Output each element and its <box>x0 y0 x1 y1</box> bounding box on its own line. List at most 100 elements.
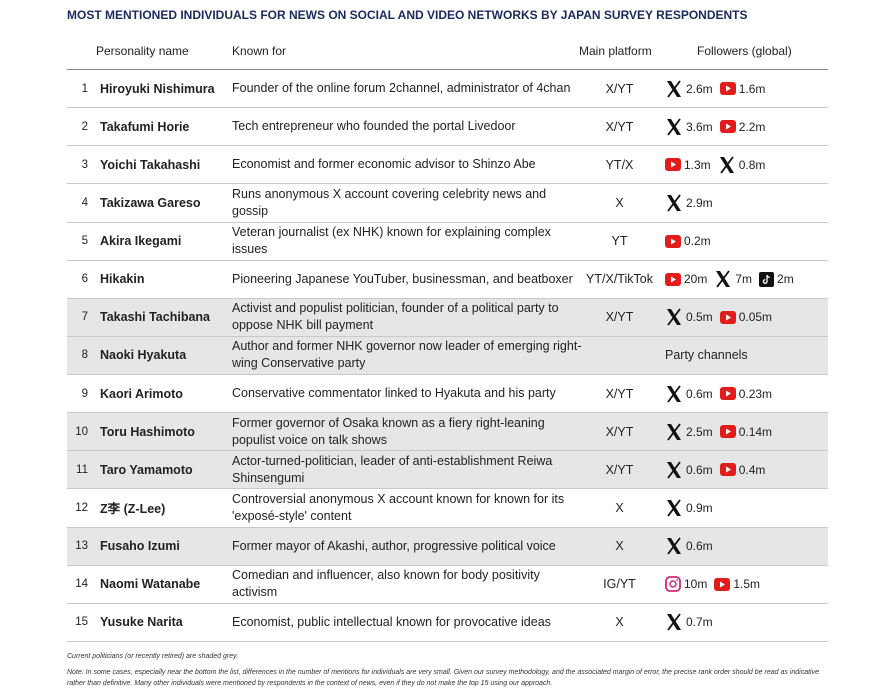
main-platform: X <box>615 195 624 210</box>
follower-count: 20m <box>665 272 707 286</box>
followers: 10m 1.5m <box>665 566 835 603</box>
followers: 0.2m <box>665 223 835 260</box>
follower-value: 0.2m <box>684 234 711 249</box>
table-row: 8 Naoki Hyakuta Author and former NHK gove… <box>67 336 828 376</box>
follower-count: 0.6m <box>665 461 713 479</box>
platform-icon <box>665 234 684 248</box>
follower-value: 0.7m <box>686 615 713 630</box>
header-cell: Known for <box>232 44 287 58</box>
followers: Party channels <box>665 337 835 374</box>
followers-text: Party channels <box>665 348 748 363</box>
followers: 20m 7m 2m <box>665 261 835 298</box>
follower-value: 7m <box>735 272 753 287</box>
follower-value: 2.6m <box>686 81 713 96</box>
known-for: Author and former NHK governor now leade… <box>232 339 582 371</box>
follower-value: 1.3m <box>684 157 711 172</box>
followers: 3.6m 2.2m <box>665 108 835 145</box>
follower-count: 7m <box>714 270 752 288</box>
personality-name: Z李 (Z-Lee) <box>100 502 166 517</box>
platform-icon <box>718 156 739 174</box>
known-for: Economist and former economic advisor to… <box>232 157 536 172</box>
follower-value: 0.8m <box>738 157 766 172</box>
table-row: 14 Naomi Watanabe Comedian and influencer,… <box>67 566 828 604</box>
main-platform: X <box>615 500 624 515</box>
rank: 5 <box>81 235 88 248</box>
known-for: Comedian and influencer, also known for … <box>232 568 540 600</box>
personality-name: Yusuke Narita <box>100 615 183 630</box>
platform-icon <box>719 310 739 324</box>
platform-icon <box>665 158 684 172</box>
personality-name: Toru Hashimoto <box>100 424 195 439</box>
personality-name: Naoki Hyakuta <box>100 348 187 363</box>
platform-icon <box>665 461 686 479</box>
followers: 2.9m <box>665 184 835 221</box>
main-platform: YT/X <box>605 157 634 172</box>
main-platform: X/YT <box>605 119 634 134</box>
title: MOST MENTIONED INDIVIDUALS FOR NEWS ON S… <box>67 8 748 22</box>
table-row: 5 Akira Ikegami Veteran journalist (ex NHK… <box>67 223 828 261</box>
platform-icon <box>665 613 686 631</box>
rank: 12 <box>75 501 88 514</box>
table-row: 6 Hikakin Pioneering Japanese YouTuber, bu… <box>67 261 828 299</box>
platform-icon <box>665 423 686 441</box>
follower-count: 2.6m <box>665 80 713 98</box>
rank: 14 <box>75 578 88 591</box>
personality-name: Taro Yamamoto <box>100 462 193 477</box>
table-row: 10 Toru Hashimoto Former governor of Osaka… <box>67 413 828 452</box>
platform-icon <box>665 118 686 136</box>
platform-icon <box>719 463 739 477</box>
platform-icon <box>719 425 739 439</box>
table-row: 9 Kaori Arimoto Conservative commentator l… <box>67 375 828 414</box>
table-row: 2 Takafumi Horie Tech entrepreneur who fou… <box>67 108 828 147</box>
personality-name: Takashi Tachibana <box>100 310 210 325</box>
follower-count: 0.7m <box>665 613 713 631</box>
personality-name: Akira Ikegami <box>100 234 182 249</box>
personality-name: Naomi Watanabe <box>100 577 201 592</box>
rank: 1 <box>81 82 88 95</box>
table-row: 7 Takashi Tachibana Activist and populist … <box>67 298 828 337</box>
known-for: Controversial anonymous X account known … <box>232 491 565 523</box>
personality-name: Kaori Arimoto <box>100 386 183 401</box>
follower-value: 0.6m <box>686 539 713 554</box>
follower-value: 10m <box>684 577 708 592</box>
main-platform: X <box>615 615 624 630</box>
header-cell: Main platform <box>579 44 652 58</box>
footnote: Note: In some cases, especially near the… <box>67 669 819 687</box>
platform-icon <box>665 499 686 517</box>
follower-count: 1.5m <box>714 577 760 591</box>
platform-icon <box>719 82 739 96</box>
follower-value: 1.5m <box>733 577 761 592</box>
follower-count: 0.14m <box>719 425 772 439</box>
followers: 0.6m <box>665 528 835 565</box>
rank: 2 <box>81 120 88 133</box>
follower-value: 1.6m <box>738 81 766 96</box>
rank: 13 <box>75 540 88 553</box>
follower-count: 0.23m <box>719 387 772 401</box>
known-for: Founder of the online forum 2channel, ad… <box>232 81 571 96</box>
follower-count: 0.6m <box>665 537 713 555</box>
follower-value: 2.5m <box>686 424 713 439</box>
rank: 7 <box>81 311 88 324</box>
follower-value: 2m <box>777 272 794 287</box>
followers: 0.6m 0.4m <box>665 451 835 488</box>
followers: 2.5m 0.14m <box>665 413 835 450</box>
main-platform: X/YT <box>605 81 634 96</box>
followers: 1.3m 0.8m <box>665 146 835 183</box>
follower-value: 3.6m <box>686 119 713 134</box>
table-row: 13 Fusaho Izumi Former mayor of Akashi, au… <box>67 527 828 566</box>
platform-icon <box>665 308 686 326</box>
follower-count: 1.3m <box>665 158 711 172</box>
follower-value: 0.4m <box>738 462 766 477</box>
main-platform: X/YT <box>605 462 634 477</box>
known-for: Conservative commentator linked to Hyaku… <box>232 386 556 401</box>
followers: 0.7m <box>665 604 835 641</box>
platform-icon <box>719 120 739 134</box>
follower-count: 2.9m <box>665 194 713 212</box>
known-for: Activist and populist politician, founde… <box>232 301 559 333</box>
platform-icon <box>665 194 686 212</box>
main-platform: YT/X/TikTok <box>586 272 653 287</box>
header-rule <box>67 69 828 70</box>
follower-count: 0.6m <box>665 385 713 403</box>
table-row: 3 Yoichi Takahashi Economist and former ec… <box>67 146 828 185</box>
personality-name: Takizawa Gareso <box>100 195 201 210</box>
